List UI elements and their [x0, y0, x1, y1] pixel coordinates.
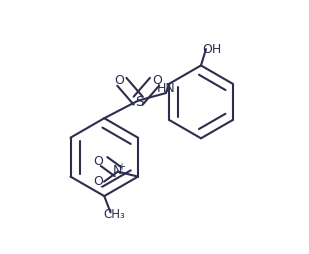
Text: CH₃: CH₃ [104, 209, 125, 221]
Text: HN: HN [156, 82, 175, 94]
Text: N: N [113, 164, 123, 177]
Text: O: O [152, 74, 162, 87]
Text: +: + [117, 162, 125, 172]
Text: -: - [99, 181, 104, 191]
Text: O: O [114, 74, 124, 87]
Text: O: O [94, 175, 104, 188]
Text: O: O [94, 155, 104, 168]
Text: OH: OH [203, 43, 222, 56]
Text: S: S [135, 95, 144, 109]
